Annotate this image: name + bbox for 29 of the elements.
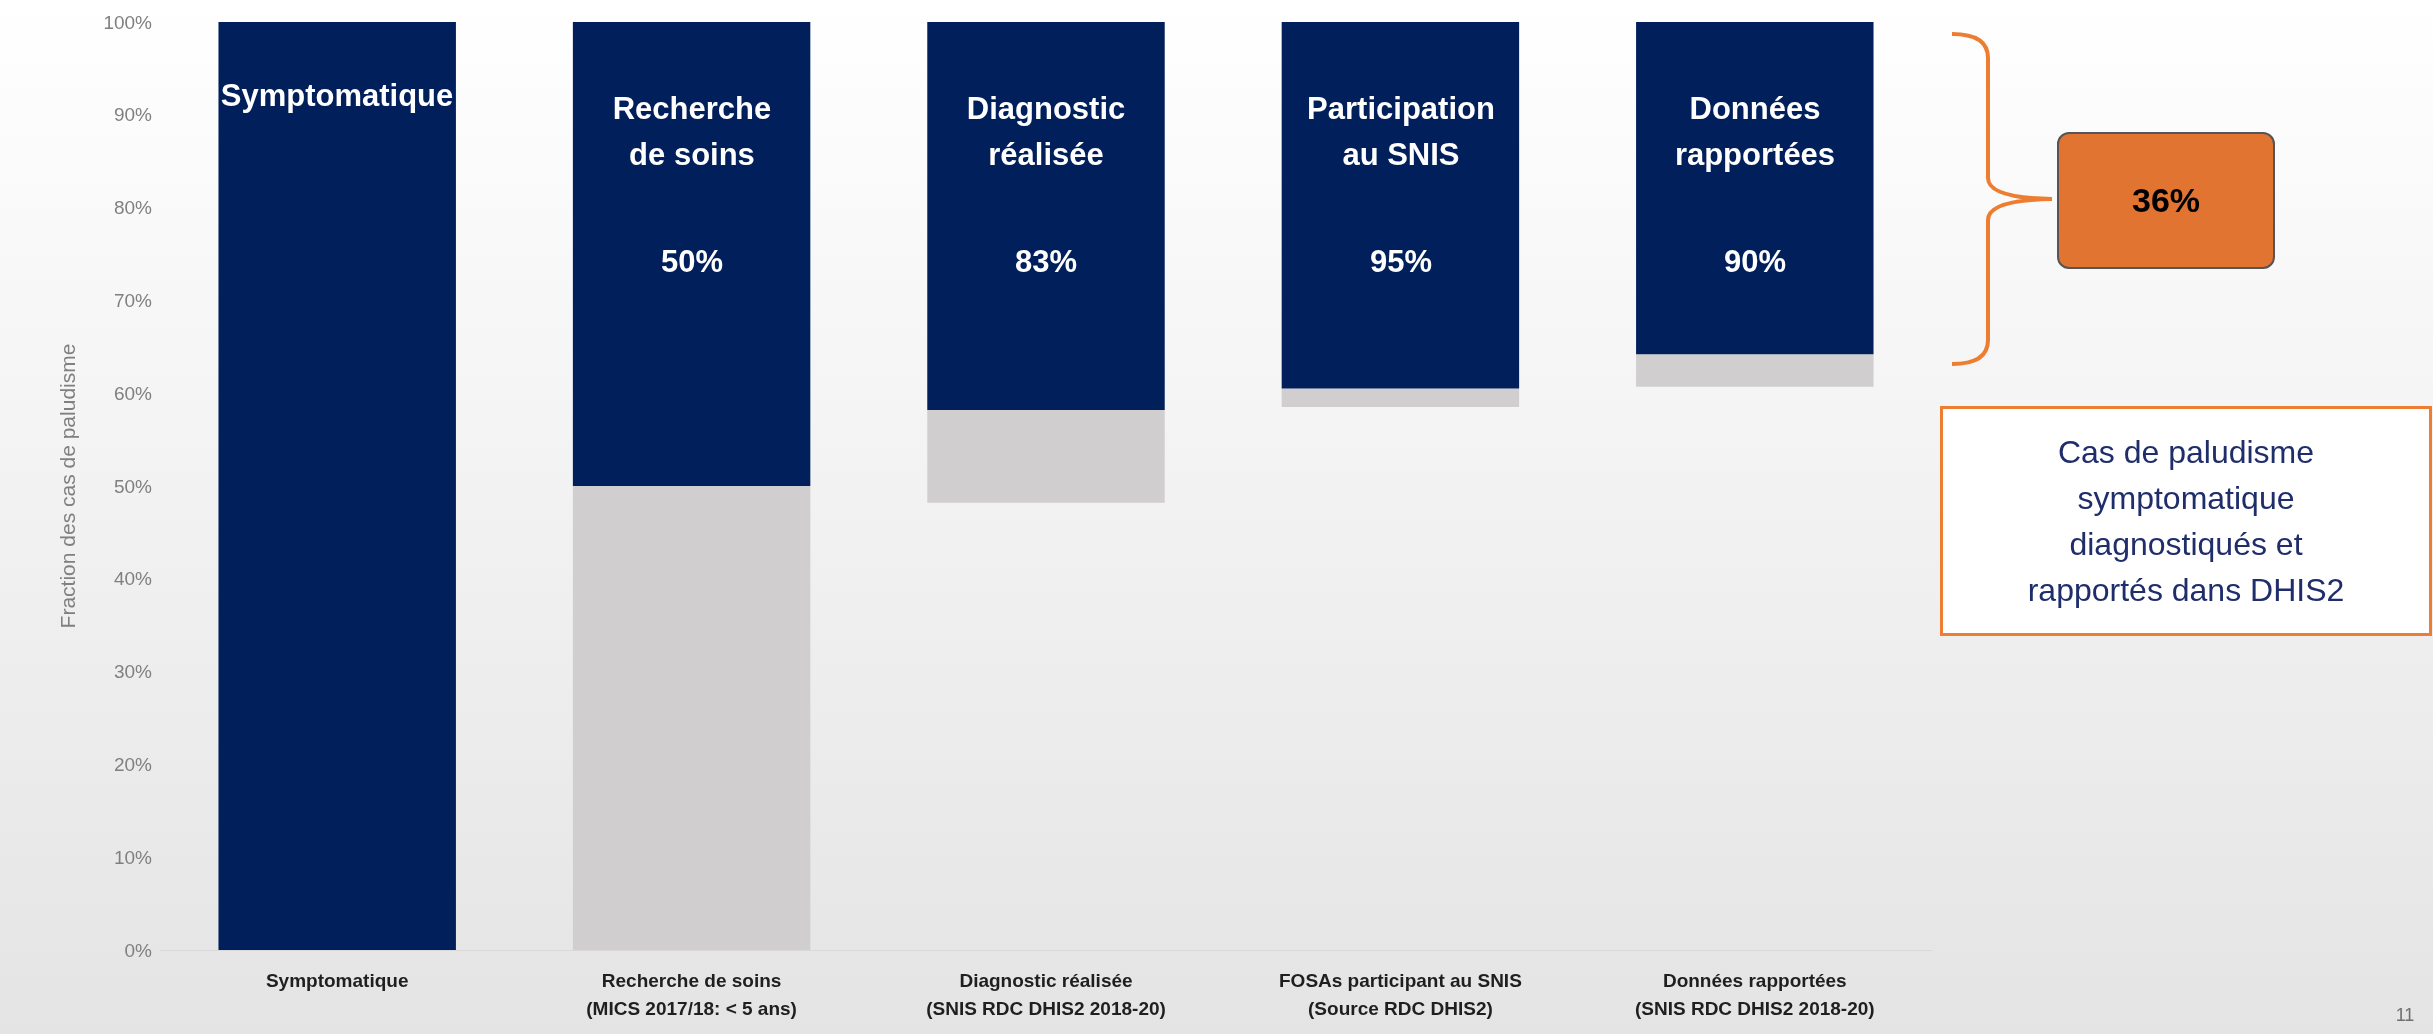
y-tick-label: 90%: [113, 104, 153, 126]
annotation: Symptomatique: [220, 77, 454, 115]
y-tick-label: 10%: [113, 846, 153, 868]
x-tick-label: Données rapportées (SNIS RDC DHIS2 2018-20): [1634, 969, 1875, 1019]
annotation: 95%: [1368, 243, 1433, 281]
x-tick-label: FOSAs participant au SNIS (Source RDC DHIS2): [1278, 969, 1522, 1019]
y-axis-title: Fraction des cas de paludisme: [56, 343, 79, 629]
annotation: Participation au SNIS: [1306, 90, 1496, 174]
x-tick-label: Recherche de soins (MICS 2017/18: < 5 ans): [586, 969, 797, 1019]
text: 11: [2394, 1003, 2416, 1027]
y-tick-label: 20%: [113, 753, 153, 775]
annotation: Données rapportées: [1673, 90, 1837, 174]
annotation: Diagnostic réalisée: [965, 90, 1127, 174]
y-tick-label: 50%: [113, 475, 153, 497]
text: 36%: [2057, 132, 2275, 269]
y-tick-label: 70%: [113, 289, 153, 311]
x-tick-label: Diagnostic réalisée (SNIS RDC DHIS2 2018-20): [926, 969, 1166, 1019]
annotation: 50%: [659, 243, 724, 281]
x-tick-label: Symptomatique: [265, 969, 409, 991]
y-tick-label: 80%: [113, 197, 153, 219]
text: Cas de paludisme symptomatique diagnostiqués et rapportés dans DHIS2: [1940, 406, 2432, 636]
annotation: Recherche de soins: [611, 90, 773, 174]
annotation: 83%: [1013, 243, 1078, 281]
y-tick-label: 100%: [103, 11, 153, 33]
y-tick-label: 0%: [124, 939, 153, 961]
y-tick-label: 30%: [113, 661, 153, 683]
annotation: 90%: [1722, 243, 1787, 281]
y-tick-label: 40%: [113, 568, 153, 590]
y-tick-label: 60%: [113, 382, 153, 404]
